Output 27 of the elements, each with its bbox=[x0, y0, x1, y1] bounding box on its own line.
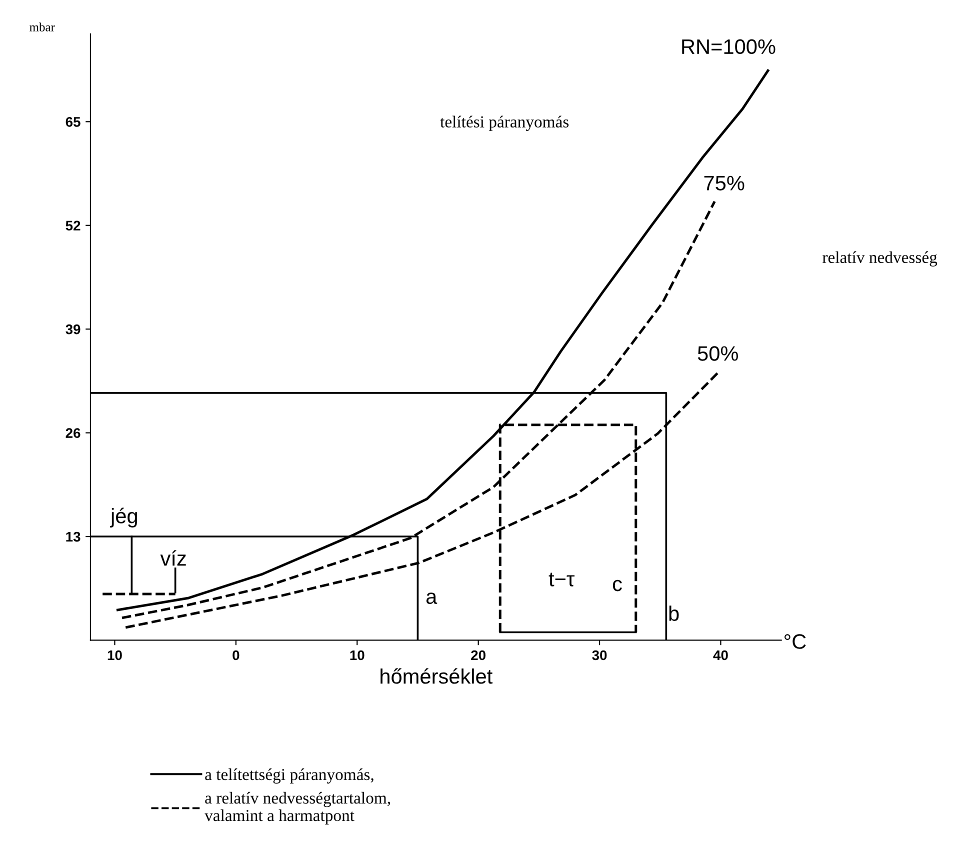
x-tick-label: 0 bbox=[232, 650, 240, 660]
annotation: telítési páranyomás bbox=[440, 116, 569, 131]
annotation: t−τ bbox=[548, 572, 575, 586]
y-axis-title: mbar bbox=[30, 22, 55, 32]
legend-label: a telítettségi páranyomás, bbox=[205, 768, 374, 784]
annotation: b bbox=[669, 606, 679, 621]
x-axis-title: hőmérséklet bbox=[380, 668, 492, 684]
text: °C bbox=[784, 634, 806, 649]
annotation: 75% bbox=[704, 176, 744, 190]
x-tick-label: 10 bbox=[108, 650, 122, 660]
x-tick-label: 30 bbox=[592, 650, 607, 660]
annotation: RN=100% bbox=[682, 39, 776, 54]
y-tick-label: 13 bbox=[66, 532, 80, 542]
y-tick-label: 65 bbox=[66, 117, 80, 127]
x-tick-label: 20 bbox=[471, 650, 486, 660]
y-tick-label: 52 bbox=[66, 220, 80, 231]
legend-label: a relatív nedvességtartalom, valamint a harmatpont bbox=[204, 792, 390, 825]
annotation: víz bbox=[160, 550, 186, 566]
annotation: c bbox=[612, 580, 622, 592]
y-tick-label: 39 bbox=[66, 324, 80, 334]
annotation: 50% bbox=[698, 346, 738, 361]
y-tick-label: 26 bbox=[66, 428, 80, 438]
text: relatív nedvesség bbox=[822, 251, 938, 266]
annotation: jég bbox=[110, 508, 137, 528]
x-tick-label: 40 bbox=[713, 650, 728, 660]
annotation: a bbox=[426, 592, 438, 604]
x-tick-label: 10 bbox=[350, 650, 364, 660]
